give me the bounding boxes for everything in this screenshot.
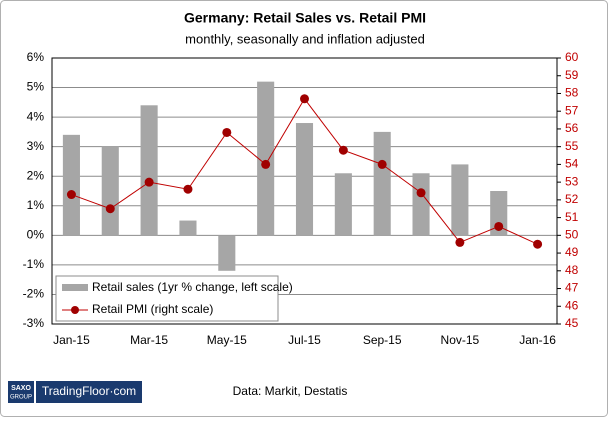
x-tick-label: Jan-15 bbox=[53, 333, 90, 347]
bar bbox=[62, 134, 80, 236]
marker bbox=[533, 239, 543, 249]
x-tick-label: Jul-15 bbox=[288, 333, 321, 347]
marker bbox=[261, 159, 271, 169]
y-tick-label: -2% bbox=[23, 287, 45, 301]
y2-tick-label: 60 bbox=[565, 50, 579, 64]
marker bbox=[222, 127, 232, 137]
y-tick-label: -3% bbox=[23, 316, 45, 330]
legend-swatch bbox=[71, 306, 79, 314]
y-tick-label: -1% bbox=[23, 257, 45, 271]
y2-tick-label: 45 bbox=[565, 316, 579, 330]
marker bbox=[144, 177, 154, 187]
marker bbox=[494, 221, 504, 231]
marker bbox=[66, 190, 76, 200]
bar bbox=[140, 105, 158, 236]
marker bbox=[377, 159, 387, 169]
y2-tick-label: 51 bbox=[565, 210, 579, 224]
legend-label: Retail sales (1yr % change, left scale) bbox=[92, 280, 293, 294]
logo-text: GROUP bbox=[10, 395, 32, 401]
y2-tick-label: 50 bbox=[565, 228, 579, 242]
marker bbox=[183, 184, 193, 194]
chart-subtitle: monthly, seasonally and inflation adjust… bbox=[185, 31, 425, 46]
x-tick-label: Mar-15 bbox=[130, 333, 168, 347]
y2-tick-label: 55 bbox=[565, 139, 579, 153]
y2-tick-label: 56 bbox=[565, 121, 579, 135]
logo-text: SAXO bbox=[11, 385, 31, 392]
brand-box bbox=[36, 381, 142, 403]
marker bbox=[455, 237, 465, 247]
y-tick-label: 1% bbox=[27, 198, 45, 212]
y2-tick-label: 52 bbox=[565, 192, 579, 206]
bar bbox=[373, 131, 391, 236]
marker bbox=[416, 188, 426, 198]
y2-tick-label: 57 bbox=[565, 103, 579, 117]
x-tick-label: Sep-15 bbox=[363, 333, 402, 347]
bar bbox=[490, 191, 508, 236]
bar bbox=[295, 123, 314, 236]
y2-tick-label: 59 bbox=[565, 68, 579, 82]
y2-tick-label: 47 bbox=[565, 281, 579, 295]
legend-label: Retail PMI (right scale) bbox=[92, 302, 213, 316]
plot-border bbox=[51, 57, 558, 325]
x-tick-label: Nov-15 bbox=[441, 333, 480, 347]
y-tick-label: 3% bbox=[27, 139, 45, 153]
y-tick-label: 0% bbox=[27, 228, 45, 242]
y2-tick-label: 58 bbox=[565, 86, 579, 100]
bar bbox=[412, 173, 430, 236]
bar bbox=[334, 173, 352, 236]
y2-tick-label: 46 bbox=[565, 298, 579, 312]
source: Data: Markit, Destatis bbox=[233, 384, 348, 398]
bar bbox=[218, 235, 236, 271]
y2-tick-label: 48 bbox=[565, 263, 579, 277]
x-tick-label: Jan-16 bbox=[519, 333, 556, 347]
y-tick-label: 4% bbox=[27, 109, 45, 123]
y-tick-label: 5% bbox=[27, 80, 45, 94]
legend-box bbox=[55, 275, 279, 322]
bar bbox=[101, 146, 119, 236]
marker bbox=[338, 145, 348, 155]
legend-swatch bbox=[62, 284, 88, 291]
marker bbox=[105, 204, 115, 214]
y2-tick-label: 49 bbox=[565, 245, 579, 259]
bar bbox=[451, 164, 469, 236]
marker bbox=[300, 94, 309, 104]
y-tick-label: 6% bbox=[27, 50, 45, 64]
logo-box bbox=[8, 381, 34, 403]
bar bbox=[179, 220, 197, 236]
chart-title: Germany: Retail Sales vs. Retail PMI bbox=[184, 10, 426, 26]
y2-tick-label: 54 bbox=[565, 157, 579, 171]
x-tick-label: May-15 bbox=[207, 333, 247, 347]
y2-tick-label: 53 bbox=[565, 174, 579, 188]
brand: TradingFloor·com bbox=[42, 384, 136, 398]
bar bbox=[257, 81, 275, 236]
y-tick-label: 2% bbox=[27, 168, 45, 182]
